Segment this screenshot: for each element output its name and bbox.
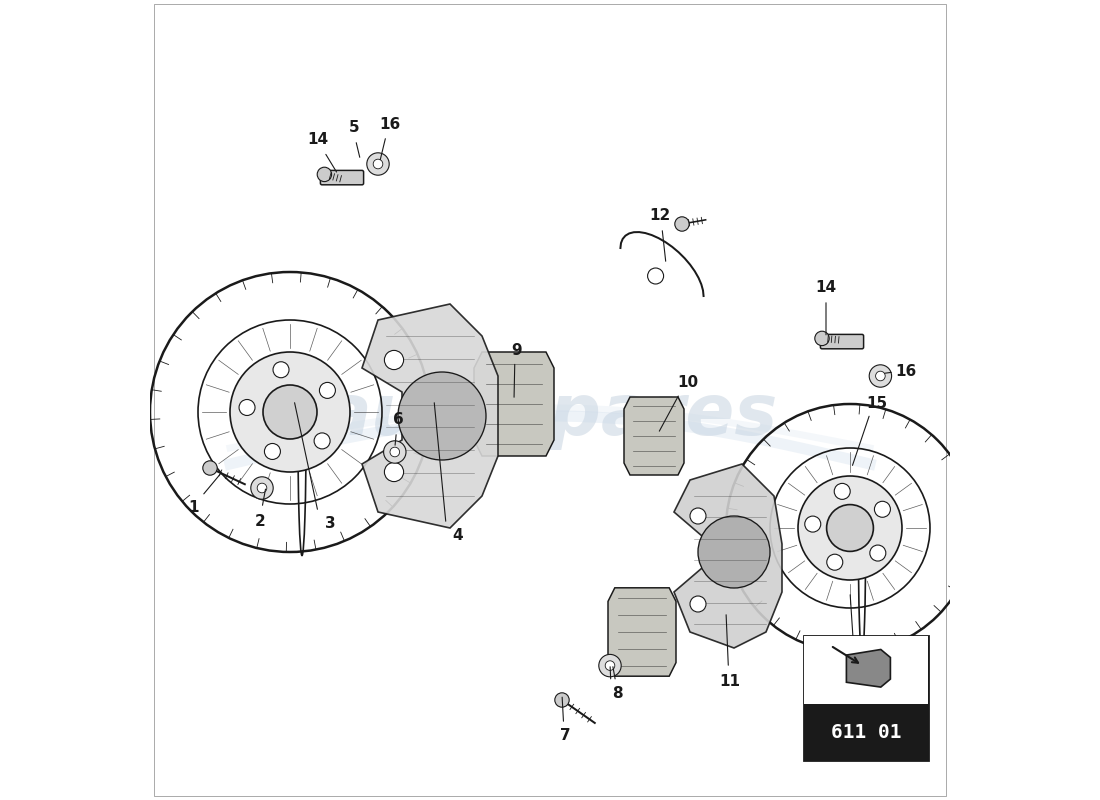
Text: 8: 8 [612,686,623,701]
Circle shape [317,167,331,182]
Text: 15: 15 [866,396,887,410]
Circle shape [366,153,389,175]
FancyBboxPatch shape [821,334,864,349]
Circle shape [798,476,902,580]
FancyBboxPatch shape [320,170,364,185]
Circle shape [815,331,829,346]
Circle shape [698,516,770,588]
Text: 12: 12 [650,209,671,223]
Circle shape [870,545,886,561]
Polygon shape [846,650,890,687]
Polygon shape [474,352,554,456]
Circle shape [315,433,330,449]
Circle shape [390,447,399,457]
Text: 611 01: 611 01 [832,723,902,742]
Bar [804,704,928,760]
Text: 3: 3 [324,517,336,531]
Polygon shape [362,304,498,528]
Polygon shape [624,397,684,475]
Polygon shape [608,588,676,676]
Text: 7: 7 [560,729,571,743]
Circle shape [598,654,622,677]
Circle shape [264,443,280,459]
Text: 13: 13 [849,695,870,710]
Circle shape [263,385,317,439]
Circle shape [554,693,569,707]
FancyBboxPatch shape [804,636,928,760]
Text: 14: 14 [815,281,837,295]
Text: 1: 1 [189,501,199,515]
Circle shape [239,399,255,415]
Circle shape [257,483,267,493]
FancyBboxPatch shape [804,636,928,704]
Circle shape [690,508,706,524]
Text: 16: 16 [379,118,400,132]
Circle shape [373,159,383,169]
Circle shape [605,661,615,670]
Circle shape [876,371,886,381]
Circle shape [869,365,892,387]
Circle shape [384,462,404,482]
Circle shape [230,352,350,472]
Circle shape [874,502,890,518]
Circle shape [202,461,217,475]
Text: 14: 14 [307,133,329,147]
Text: 6: 6 [393,413,404,427]
Circle shape [319,382,336,398]
Text: 9: 9 [512,343,521,358]
Text: autospares: autospares [322,382,778,450]
Text: 2: 2 [255,514,266,529]
Circle shape [827,554,843,570]
Circle shape [384,350,404,370]
Polygon shape [674,464,782,648]
Circle shape [398,372,486,460]
Text: 16: 16 [895,365,916,379]
Circle shape [834,483,850,499]
Circle shape [826,505,873,551]
Text: 10: 10 [676,375,698,390]
Text: 11: 11 [719,674,740,689]
Text: 5: 5 [349,121,360,135]
Circle shape [273,362,289,378]
Circle shape [805,516,821,532]
Circle shape [251,477,273,499]
Circle shape [674,217,690,231]
Text: 4: 4 [453,529,463,543]
Circle shape [690,596,706,612]
Circle shape [384,441,406,463]
